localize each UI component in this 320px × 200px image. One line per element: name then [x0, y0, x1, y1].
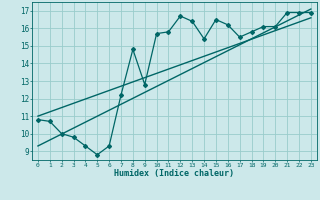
X-axis label: Humidex (Indice chaleur): Humidex (Indice chaleur): [115, 169, 234, 178]
